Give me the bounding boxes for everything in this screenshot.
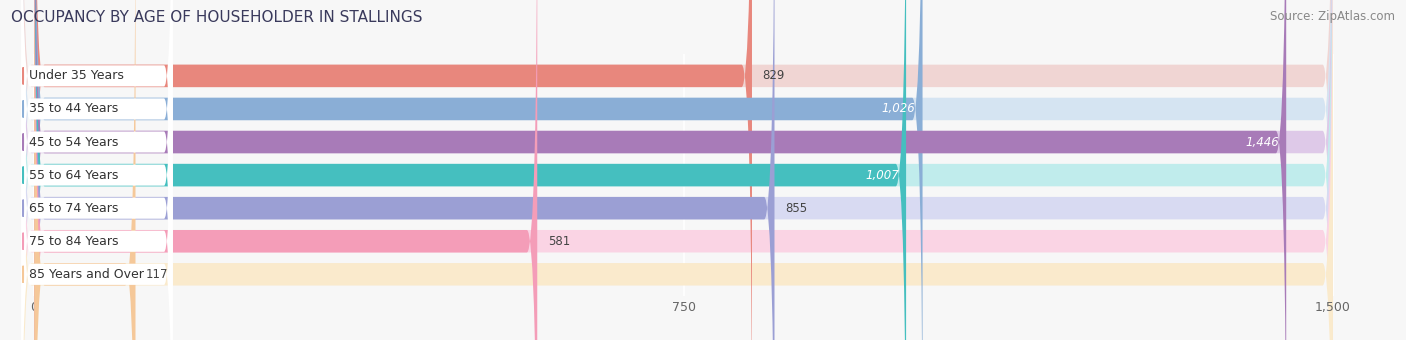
FancyBboxPatch shape (34, 0, 922, 340)
FancyBboxPatch shape (21, 0, 1333, 340)
FancyBboxPatch shape (34, 0, 135, 340)
FancyBboxPatch shape (21, 0, 173, 340)
FancyBboxPatch shape (21, 0, 173, 340)
FancyBboxPatch shape (21, 0, 1333, 340)
FancyBboxPatch shape (34, 0, 775, 340)
Text: Under 35 Years: Under 35 Years (28, 69, 124, 82)
Text: 117: 117 (146, 268, 169, 281)
FancyBboxPatch shape (21, 0, 173, 340)
FancyBboxPatch shape (21, 0, 173, 340)
FancyBboxPatch shape (21, 0, 1333, 340)
Text: OCCUPANCY BY AGE OF HOUSEHOLDER IN STALLINGS: OCCUPANCY BY AGE OF HOUSEHOLDER IN STALL… (11, 10, 423, 25)
Text: Source: ZipAtlas.com: Source: ZipAtlas.com (1270, 10, 1395, 23)
FancyBboxPatch shape (21, 0, 1333, 340)
Text: 855: 855 (785, 202, 807, 215)
Text: 1,446: 1,446 (1246, 136, 1279, 149)
Text: 65 to 74 Years: 65 to 74 Years (28, 202, 118, 215)
FancyBboxPatch shape (21, 0, 173, 340)
Text: 85 Years and Over: 85 Years and Over (28, 268, 143, 281)
FancyBboxPatch shape (21, 0, 1333, 340)
Text: 35 to 44 Years: 35 to 44 Years (28, 102, 118, 116)
Text: 75 to 84 Years: 75 to 84 Years (28, 235, 118, 248)
FancyBboxPatch shape (34, 0, 1286, 340)
FancyBboxPatch shape (21, 0, 1333, 340)
FancyBboxPatch shape (21, 0, 173, 340)
Text: 55 to 64 Years: 55 to 64 Years (28, 169, 118, 182)
Text: 581: 581 (547, 235, 569, 248)
FancyBboxPatch shape (34, 0, 905, 340)
FancyBboxPatch shape (34, 0, 537, 340)
FancyBboxPatch shape (34, 0, 752, 340)
Text: 1,007: 1,007 (866, 169, 900, 182)
FancyBboxPatch shape (21, 0, 173, 340)
FancyBboxPatch shape (21, 0, 1333, 340)
Text: 45 to 54 Years: 45 to 54 Years (28, 136, 118, 149)
Text: 1,026: 1,026 (882, 102, 915, 116)
Text: 829: 829 (762, 69, 785, 82)
